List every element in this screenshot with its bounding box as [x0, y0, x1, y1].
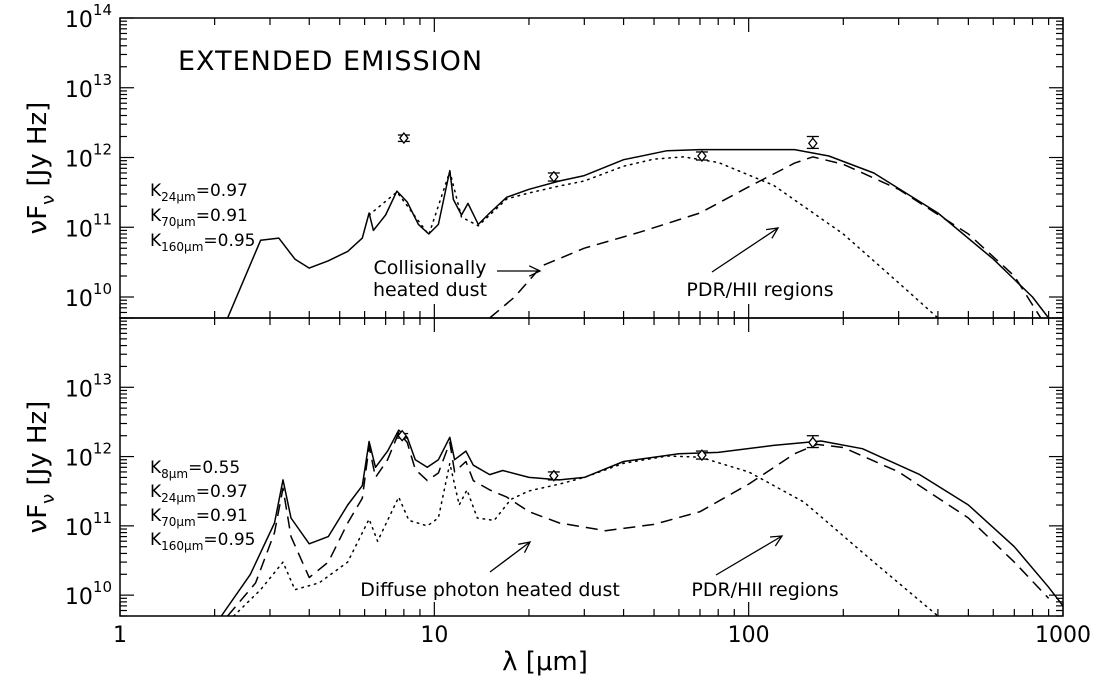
- annotation-arrow: [711, 227, 779, 273]
- model-curve-dotted: [232, 455, 939, 616]
- kappa-subscript: 70μm: [161, 215, 196, 229]
- y-tick-label: 1010: [65, 280, 112, 312]
- x-axis-label: λ [μm]: [502, 647, 588, 677]
- kappa-value: =0.97: [196, 181, 248, 201]
- annotation-arrow: [715, 535, 783, 576]
- annotation-arrowhead: [766, 227, 780, 239]
- annotation-label: Collisionally heated dust: [373, 257, 487, 301]
- annotation-line: Diffuse photon heated dust: [360, 579, 620, 601]
- model-curve-dashed: [227, 432, 1050, 616]
- y-tick-exponent: 13: [93, 370, 112, 388]
- kappa-subscript: 8μm: [161, 467, 188, 481]
- data-point: [397, 429, 407, 442]
- y-tick-label: 1013: [65, 370, 112, 402]
- kappa-label: K160μm=0.95: [150, 530, 256, 553]
- kappa-symbol: K: [150, 482, 162, 502]
- x-tick-label: 1000: [1035, 623, 1091, 648]
- kappa-subscript: 70μm: [161, 515, 196, 529]
- curves: [226, 148, 1050, 318]
- kappa-symbol: K: [150, 458, 162, 478]
- model-curve-solid: [226, 148, 1050, 318]
- kappa-label: K24μm=0.97: [150, 482, 248, 505]
- y-tick-base: 10: [65, 447, 93, 472]
- kappa-symbol: K: [150, 530, 162, 550]
- kappa-value: =0.95: [203, 530, 255, 550]
- kappa-subscript: 160μm: [161, 240, 203, 254]
- y-tick-exponent: 12: [93, 440, 112, 458]
- y-tick-base: 10: [65, 148, 93, 173]
- model-curve-dotted: [368, 156, 939, 318]
- kappa-label: K160μm=0.95: [150, 231, 256, 254]
- y-tick-base: 10: [65, 585, 93, 610]
- curves: [220, 429, 1063, 616]
- model-curve-dashed: [489, 156, 1042, 318]
- annotation-label: PDR/HII regions: [691, 579, 838, 601]
- annotation-line: PDR/HII regions: [686, 279, 833, 301]
- annotation-arrow: [489, 541, 531, 573]
- y-tick-exponent: 13: [93, 71, 112, 89]
- kappa-symbol: K: [150, 206, 162, 226]
- y-tick-exponent: 10: [93, 280, 112, 298]
- y-tick-exponent: 12: [93, 141, 112, 159]
- kappa-subscript: 24μm: [161, 190, 196, 204]
- annotation-label: PDR/HII regions: [686, 279, 833, 301]
- kappa-symbol: K: [150, 231, 162, 251]
- kappa-value: =0.97: [196, 482, 248, 502]
- kappa-symbol: K: [150, 181, 162, 201]
- y-tick-label: 1011: [65, 509, 112, 541]
- data-point: [807, 137, 818, 150]
- kappa-label: K24μm=0.97: [150, 181, 248, 204]
- y-tick-base: 10: [65, 516, 93, 541]
- annotation-label: Diffuse photon heated dust: [360, 579, 620, 601]
- y-tick-base: 10: [65, 217, 93, 242]
- plot-frame: [119, 317, 1064, 617]
- annotation-arrowhead: [769, 535, 784, 547]
- y-tick-label: 1010: [65, 578, 112, 610]
- kappa-label: K8μm=0.55: [150, 458, 240, 481]
- kappa-subscript: 160μm: [161, 539, 203, 553]
- y-tick-label: 1012: [65, 440, 112, 472]
- y-axis-label-top: νFν [Jy Hz]: [23, 102, 59, 235]
- data-point: [807, 436, 818, 449]
- kappa-label: K70μm=0.91: [150, 506, 248, 529]
- x-tick-label: 10: [420, 623, 448, 648]
- annotation-arrowhead: [518, 541, 532, 553]
- kappa-value: =0.95: [203, 231, 255, 251]
- kappa-symbol: K: [150, 506, 162, 526]
- data-point: [549, 170, 559, 183]
- y-tick-label: 1011: [65, 210, 112, 242]
- y-tick-base: 10: [65, 377, 93, 402]
- y-tick-base: 10: [65, 287, 93, 312]
- model-curve-solid: [220, 429, 1063, 616]
- y-axis-label-bottom: νFν [Jy Hz]: [23, 401, 59, 534]
- y-tick-exponent: 11: [93, 210, 112, 228]
- x-tick-label: 1: [113, 623, 127, 648]
- kappa-value: =0.91: [196, 506, 248, 526]
- y-tick-exponent: 14: [93, 1, 112, 19]
- annotation-line: PDR/HII regions: [691, 579, 838, 601]
- kappa-subscript: 24μm: [161, 491, 196, 505]
- y-tick-label: 1014: [65, 1, 112, 33]
- kappa-label: K70μm=0.91: [150, 206, 248, 229]
- y-tick-label: 1013: [65, 71, 112, 103]
- y-tick-base: 10: [65, 8, 93, 33]
- data-point: [697, 449, 707, 462]
- x-tick-label: 100: [728, 623, 770, 648]
- data-point: [549, 469, 559, 482]
- annotation-arrowhead: [528, 265, 542, 277]
- kappa-value: =0.91: [196, 206, 248, 226]
- annotation-line: heated dust: [373, 279, 487, 301]
- data-point: [399, 132, 409, 145]
- panel-title: EXTENDED EMISSION: [178, 46, 483, 77]
- kappa-value: =0.55: [188, 458, 240, 478]
- y-tick-label: 1012: [65, 141, 112, 173]
- y-tick-exponent: 11: [93, 509, 112, 527]
- y-tick-exponent: 10: [93, 578, 112, 596]
- data-point: [697, 149, 707, 163]
- y-tick-base: 10: [65, 78, 93, 103]
- annotation-line: Collisionally: [373, 257, 486, 279]
